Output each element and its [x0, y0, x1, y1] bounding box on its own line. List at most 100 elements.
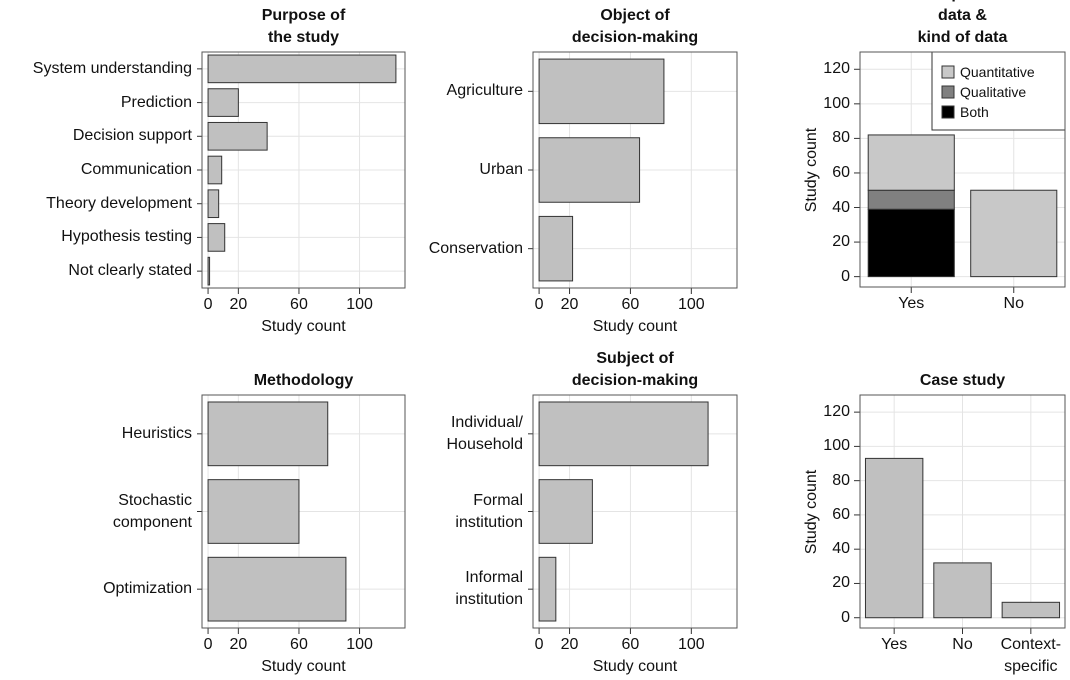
x-tick-label: 100	[677, 636, 705, 653]
y-tick-label: Agriculture	[446, 82, 523, 100]
x-tick-label: 0	[203, 636, 213, 653]
plot-frame	[532, 394, 738, 629]
legend-swatch	[941, 65, 955, 79]
y-tick-label: 80	[832, 129, 850, 147]
y-tick-label: Communication	[80, 161, 192, 178]
bar	[1001, 601, 1061, 619]
bar	[538, 556, 557, 622]
x-tick-label: 20	[560, 296, 579, 313]
y-tick-label: 80	[832, 471, 850, 489]
y-tick-label: Stochastic component	[112, 491, 192, 531]
plot-frame	[859, 394, 1066, 629]
y-tick-label: 0	[841, 608, 850, 626]
bar	[538, 215, 574, 282]
chart-title: Methodology	[253, 372, 354, 389]
x-tick-label: 20	[229, 296, 248, 313]
y-tick-label: 60	[832, 505, 850, 523]
y-tick-label: 40	[832, 198, 850, 216]
bar	[207, 189, 220, 219]
y-tick-label: 20	[832, 233, 850, 251]
y-tick-label: 60	[832, 163, 850, 181]
y-tick-label: Individual/ Household	[446, 413, 524, 453]
x-tick-label: 60	[621, 636, 640, 653]
plot-frame	[859, 51, 1066, 288]
y-tick-label: Optimization	[103, 580, 192, 598]
y-axis-title: Study count	[803, 127, 820, 212]
x-tick-label: Context- specific	[1000, 636, 1062, 675]
y-tick-label: Not clearly stated	[68, 262, 192, 280]
bar	[538, 58, 665, 125]
plot-frame	[201, 51, 406, 289]
y-axis-title: Study count	[803, 469, 820, 554]
y-tick-label: 100	[823, 94, 850, 112]
x-tick-label: 60	[290, 636, 308, 653]
x-tick-label: No	[952, 636, 973, 653]
y-tick-label: Hypothesis testing	[61, 228, 192, 246]
x-axis-title: Study count	[261, 658, 346, 675]
y-tick-label: 100	[823, 437, 850, 455]
y-tick-label: Conservation	[428, 239, 523, 257]
x-tick-label: 0	[534, 636, 544, 653]
plot-frame	[532, 51, 738, 289]
bar	[933, 562, 992, 619]
y-tick-label: 0	[841, 267, 850, 285]
plot-frame	[201, 394, 406, 629]
chart-title: Object of decision-making	[571, 7, 699, 46]
y-tick-label: Urban	[479, 161, 523, 178]
y-tick-label: Formal institution	[455, 491, 523, 531]
bar	[207, 54, 397, 84]
x-tick-label: 60	[621, 296, 640, 313]
legend-label: Quantitative	[960, 64, 1035, 80]
x-tick-label: 60	[290, 296, 308, 313]
y-tick-label: 120	[823, 403, 850, 421]
bar	[538, 137, 641, 203]
x-tick-label: 20	[229, 636, 248, 653]
y-tick-label: Prediction	[120, 93, 192, 111]
x-axis-title: Study count	[592, 318, 678, 335]
x-tick-label: 0	[534, 296, 544, 313]
x-tick-label: Yes	[898, 295, 925, 312]
legend-label: Qualitative	[960, 84, 1027, 100]
bar-segment	[867, 134, 955, 191]
bar	[207, 401, 329, 467]
x-tick-label: 20	[560, 636, 579, 653]
x-axis-title: Study count	[592, 658, 678, 675]
chart-title: Empirical data & kind of data	[917, 0, 1008, 46]
y-tick-label: Decision support	[72, 127, 192, 145]
y-tick-label: Theory development	[46, 194, 192, 212]
bar-segment	[867, 208, 955, 278]
chart-title: Subject of decision-making	[571, 350, 699, 389]
y-tick-label: 120	[823, 60, 850, 78]
bar-segment	[970, 189, 1058, 278]
x-tick-label: 0	[203, 296, 213, 313]
bar	[538, 479, 593, 544]
bar	[864, 457, 924, 619]
legend-label: Both	[960, 104, 989, 120]
x-tick-label: 100	[346, 296, 373, 313]
y-tick-label: 20	[832, 574, 850, 592]
chart-title: Case study	[919, 372, 1006, 389]
bar-segment	[867, 189, 955, 210]
x-axis-title: Study count	[261, 318, 346, 335]
legend-swatch	[941, 85, 955, 99]
x-tick-label: Yes	[881, 636, 908, 653]
y-tick-label: 40	[832, 540, 850, 558]
bar	[207, 256, 211, 286]
x-tick-label: 100	[346, 636, 373, 653]
y-tick-label: Informal institution	[455, 569, 523, 609]
y-tick-label: System understanding	[32, 59, 192, 77]
bar	[207, 155, 223, 185]
bar	[207, 121, 268, 151]
x-tick-label: 100	[677, 296, 705, 313]
chart-title: Purpose of the study	[261, 7, 346, 46]
bar	[207, 556, 347, 622]
bar	[207, 88, 239, 117]
y-tick-label: Heuristics	[121, 424, 192, 442]
legend-swatch	[941, 105, 955, 119]
bar	[207, 479, 300, 544]
bar	[538, 401, 709, 467]
bar	[207, 223, 226, 252]
x-tick-label: No	[1003, 295, 1024, 312]
